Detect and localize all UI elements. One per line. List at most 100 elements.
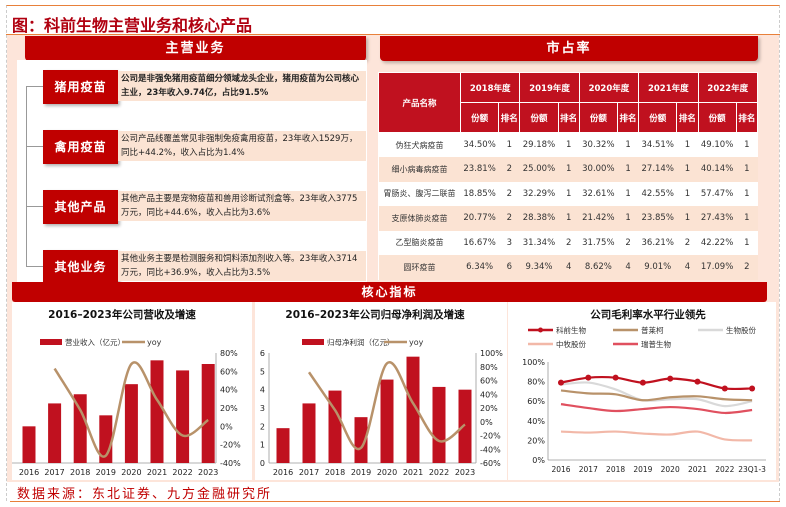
rank-cell: 1 — [617, 157, 639, 182]
rank-cell: 1 — [676, 157, 698, 182]
rank-cell: 2 — [625, 237, 631, 248]
data-point — [558, 379, 564, 386]
business-label: 禽用疫苗 — [43, 130, 118, 164]
x-tick-label: 2019 — [351, 468, 371, 477]
bar — [48, 403, 62, 463]
x-tick-label: 2018 — [606, 465, 625, 474]
legend-line-label: yoy — [409, 338, 424, 347]
share-cell: 20.77% — [460, 206, 499, 231]
main-business-header: 主营业务 — [25, 36, 366, 61]
legend-label: 普莱柯 — [641, 325, 664, 335]
rank-cell: 6 — [498, 255, 520, 280]
legend-label: 瑞普生物 — [641, 339, 671, 349]
col-rank: 排名 — [676, 102, 699, 133]
col-year: 2022年度 — [697, 72, 758, 103]
legend-label: 科前生物 — [556, 325, 586, 335]
table-row: 乙型脑炎疫苗 16.67% 3 31.34% 2 31.75% 2 36.21% 2 42.22%… — [379, 231, 758, 256]
share-cell: 30.32% — [582, 140, 615, 150]
business-row: 其他业务 其他业务主要是检测服务和饲料添加剂收入等。23年收入3714万元，同比+… — [26, 250, 366, 284]
yoy-line — [307, 361, 466, 451]
business-description: 公司是非强免猪用疫苗细分领域龙头企业，猪用疫苗为公司核心主业，23年收入9.74… — [118, 71, 366, 101]
bar — [150, 360, 164, 463]
rank-cell: 1 — [744, 188, 750, 199]
x-tick-label: 2020 — [377, 468, 397, 477]
rank-cell: 1 — [558, 157, 580, 182]
x-tick-label: 2020 — [661, 465, 680, 474]
yoy-line — [53, 361, 209, 458]
y-tick-label: 60% — [527, 397, 545, 406]
share-cell: 31.34% — [522, 237, 556, 248]
rank-cell: 1 — [744, 140, 750, 150]
right-y-tick-label: -60% — [480, 459, 501, 468]
rank-cell: 1 — [625, 140, 631, 150]
data-source: 数据来源：东北证券、九方金融研究所 — [17, 487, 273, 502]
product-name: 伪狂犬病疫苗 — [395, 140, 444, 150]
share-cell: 28.38% — [519, 206, 559, 231]
right-y-tick-label: -40% — [220, 459, 241, 468]
product-name: 支原体肺炎疫苗 — [378, 206, 461, 231]
table-row: 胃肠炎、腹泻二联苗 18.85% 2 32.29% 1 32.61% 1 42.55% 1 57.… — [379, 182, 758, 207]
bar — [354, 417, 368, 463]
y-tick-label: 0% — [532, 456, 545, 465]
right-y-tick-label: 20% — [480, 404, 498, 413]
col-year: 2021年度 — [638, 72, 699, 103]
share-cell: 25.00% — [519, 157, 559, 182]
share-cell: 36.21% — [641, 237, 674, 248]
right-y-tick-label: 60% — [220, 367, 238, 376]
x-tick-label: 2016 — [19, 468, 39, 477]
product-name: 乙型脑炎疫苗 — [395, 238, 444, 248]
share-cell: 42.55% — [641, 188, 674, 199]
left-y-tick-label: 4 — [260, 386, 265, 395]
series-line — [560, 389, 753, 402]
data-point — [721, 385, 728, 392]
share-cell: 9.01% — [638, 255, 677, 280]
right-y-tick-label: -20% — [220, 441, 241, 450]
x-tick-label: 2021 — [688, 465, 707, 474]
rank-cell: 2 — [736, 255, 758, 280]
legend-bar-swatch — [40, 339, 62, 345]
share-cell: 30.00% — [579, 157, 618, 182]
right-y-tick-label: 40% — [480, 390, 498, 399]
x-tick-label: 2016 — [273, 468, 293, 477]
share-cell: 18.85% — [463, 188, 496, 199]
left-y-tick-label: 5 — [260, 367, 265, 376]
x-tick-label: 23Q1-3 — [738, 465, 766, 474]
chart-title: 2016–2023年公司营收及增速 — [48, 308, 196, 321]
right-y-tick-label: 100% — [480, 349, 503, 358]
x-tick-label: 2018 — [70, 468, 90, 477]
product-name: 圆环疫苗 — [378, 255, 461, 280]
share-cell: 27.43% — [698, 206, 737, 231]
title-divider — [6, 34, 780, 35]
col-rank: 排名 — [735, 102, 759, 133]
bar — [406, 356, 420, 463]
right-y-tick-label: 80% — [480, 363, 498, 372]
data-point — [585, 374, 592, 381]
chart-title: 2016–2023年公司归母净利润及增速 — [285, 308, 465, 321]
business-label: 其他产品 — [43, 190, 118, 224]
share-cell: 32.29% — [522, 188, 556, 199]
y-tick-label: 40% — [527, 417, 545, 426]
rank-cell: 1 — [676, 206, 698, 231]
table-row: 支原体肺炎疫苗 20.77% 2 28.38% 1 21.42% 1 23.85% 1 27.43… — [378, 206, 758, 231]
rank-cell: 1 — [565, 140, 572, 150]
series-line — [560, 430, 753, 442]
legend-marker — [538, 327, 543, 333]
rank-cell: 1 — [736, 206, 758, 231]
data-point — [639, 379, 646, 386]
figure-title: 图：科前生物主营业务和核心产品 — [12, 16, 253, 35]
series-line — [560, 403, 753, 415]
x-tick-label: 2017 — [44, 468, 64, 477]
x-tick-label: 2020 — [121, 468, 141, 477]
market-share-header: 市占率 — [380, 36, 758, 61]
rank-cell: 1 — [744, 237, 750, 248]
legend-line-label: yoy — [147, 338, 162, 347]
bottom-divider — [10, 501, 780, 502]
product-name: 细小病毒病疫苗 — [378, 157, 461, 182]
product-name: 胃肠炎、腹泻二联苗 — [383, 189, 456, 199]
right-y-tick-label: -40% — [480, 445, 501, 454]
branch-line — [26, 266, 43, 267]
share-cell: 23.81% — [460, 157, 499, 182]
legend-bar-label: 归母净利润（亿元） — [327, 337, 395, 347]
share-cell: 23.85% — [638, 206, 677, 231]
